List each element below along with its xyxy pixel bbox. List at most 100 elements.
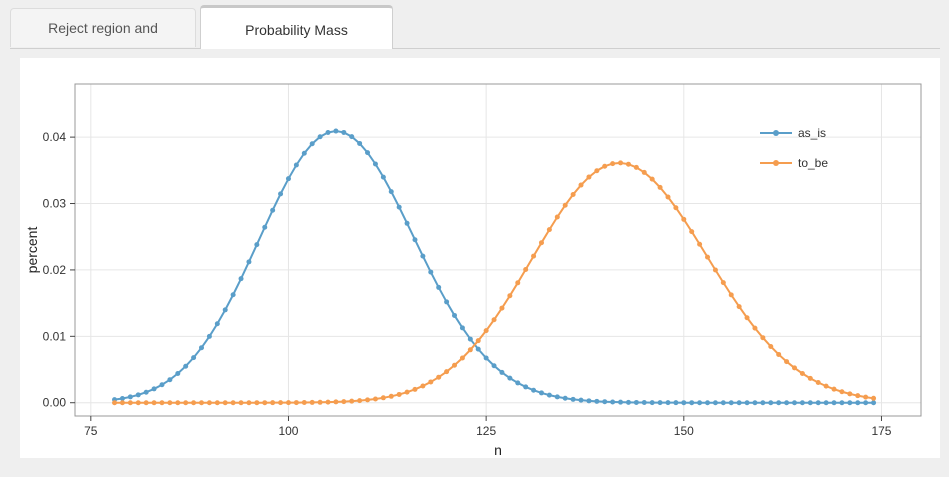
data-point-to_be [333,399,339,405]
data-point-as_is [230,292,236,298]
data-point-as_is [673,400,679,406]
y-tick-label: 0.01 [43,329,67,343]
data-point-as_is [404,220,410,226]
data-point-as_is [167,377,173,383]
data-point-to_be [562,202,568,208]
legend-label-to_be: to_be [798,156,828,170]
data-point-as_is [815,400,821,406]
data-point-as_is [309,141,315,147]
data-point-as_is [262,224,268,230]
data-point-to_be [175,400,181,406]
data-point-to_be [697,241,703,247]
data-point-to_be [365,397,371,403]
data-point-as_is [333,128,339,134]
data-point-to_be [847,391,853,397]
data-point-to_be [665,194,671,200]
data-point-to_be [831,386,837,392]
data-point-to_be [127,400,133,406]
tab-probability-mass-function[interactable]: Probability Mass Function [200,5,393,82]
data-point-as_is [633,399,639,405]
data-point-as_is [467,336,473,342]
data-point-to_be [839,389,845,395]
data-point-as_is [143,389,149,395]
data-point-as_is [546,392,552,398]
data-point-as_is [420,253,426,259]
data-point-to_be [649,176,655,182]
data-point-as_is [380,174,386,180]
x-tick-label: 100 [278,424,298,438]
data-point-to_be [191,400,197,406]
legend[interactable]: as_is to_be [760,126,828,170]
pmf-chart: 75 100 125 150 175 0.00 0.01 0.02 0.03 0.04 as_is… [24,83,922,458]
data-point-to_be [270,400,276,406]
data-point-to_be [238,400,244,406]
data-point-to_be [159,400,165,406]
data-point-as_is [823,400,829,406]
data-point-to_be [768,343,774,349]
data-point-to_be [586,174,592,180]
data-point-to_be [546,227,552,233]
data-point-as_is [649,400,655,406]
data-point-as_is [365,150,371,156]
data-point-as_is [325,129,331,135]
data-point-to_be [618,160,624,166]
data-point-to_be [515,280,521,286]
data-point-to_be [736,304,742,310]
data-point-as_is [499,369,505,375]
data-point-as_is [712,400,718,406]
data-point-to_be [720,280,726,286]
data-point-to_be [214,400,220,406]
data-point-as_is [720,400,726,406]
data-point-as_is [768,400,774,406]
plot-area: 75 100 125 150 175 0.00 0.01 0.02 0.03 0.04 as_is… [20,58,940,458]
data-point-to_be [349,398,355,404]
data-point-to_be [372,396,378,402]
data-point-as_is [238,276,244,282]
data-point-as_is [523,384,529,390]
data-point-as_is [491,363,497,369]
data-point-to_be [855,393,861,399]
data-point-to_be [799,370,805,376]
data-point-to_be [815,380,821,386]
data-point-to_be [309,399,315,405]
data-point-as_is [602,399,608,405]
x-tick-label: 125 [476,424,496,438]
data-point-as_is [293,162,299,168]
data-point-as_is [357,140,363,146]
data-point-to_be [625,161,631,167]
data-point-to_be [199,400,204,406]
data-point-as_is [776,400,782,406]
data-point-as_is [807,400,813,406]
data-point-as_is [278,191,284,197]
tab-reject-region-and-power[interactable]: Reject region and Power [10,8,196,75]
data-point-as_is [119,395,125,401]
data-point-as_is [341,129,347,135]
data-point-as_is [554,394,560,400]
data-point-as_is [444,299,450,305]
data-point-to_be [633,164,639,170]
data-point-as_is [665,400,671,406]
data-point-to_be [357,398,363,404]
data-point-to_be [538,240,544,246]
y-tick-label: 0.04 [43,130,67,144]
data-point-to_be [262,400,268,406]
data-point-to_be [396,391,402,397]
data-point-to_be [641,169,647,175]
legend-label-as_is: as_is [798,126,826,140]
y-tick-label: 0.00 [43,396,67,410]
data-point-as_is [570,396,576,402]
data-point-as_is [705,400,711,406]
data-point-as_is [515,380,521,386]
data-point-as_is [507,375,513,381]
data-point-as_is [847,400,853,406]
data-point-as_is [641,400,647,406]
data-point-as_is [586,398,592,404]
data-point-to_be [301,400,307,406]
data-point-to_be [657,184,663,190]
data-point-as_is [531,387,537,393]
data-point-as_is [159,382,165,388]
data-point-to_be [317,399,323,405]
data-point-to_be [341,399,347,405]
data-point-to_be [325,399,331,405]
data-point-to_be [452,362,458,368]
